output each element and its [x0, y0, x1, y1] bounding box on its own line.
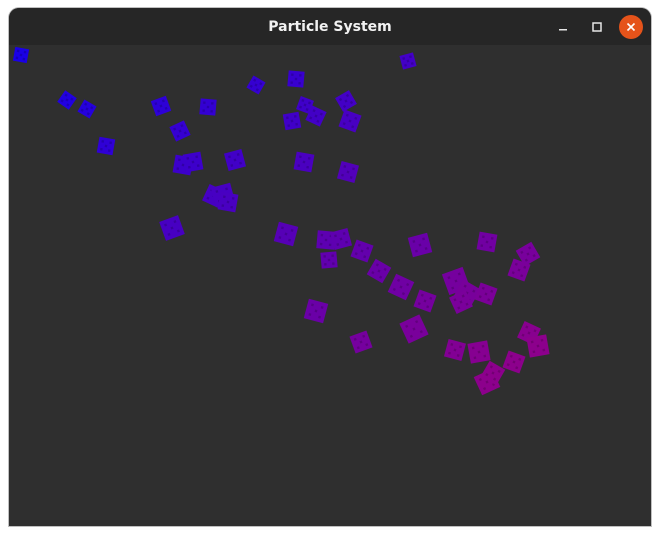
particle: [399, 52, 417, 70]
particle: [150, 95, 172, 117]
particle: [335, 90, 357, 112]
particle-canvas[interactable]: [9, 45, 651, 526]
particle: [336, 160, 360, 184]
particle: [474, 282, 498, 306]
particle: [399, 314, 429, 344]
particle: [320, 251, 338, 269]
particle: [507, 258, 531, 282]
particle: [515, 241, 541, 267]
particle: [57, 90, 77, 110]
particle: [413, 289, 437, 313]
particle: [223, 148, 247, 172]
maximize-button[interactable]: [585, 15, 609, 39]
particle: [338, 109, 362, 133]
particle: [443, 338, 467, 362]
particle: [293, 151, 315, 173]
particle: [350, 239, 374, 263]
window-title: Particle System: [268, 18, 392, 35]
minimize-icon: [559, 28, 567, 30]
close-icon: [626, 22, 636, 31]
particle: [480, 360, 506, 386]
particle: [12, 46, 30, 64]
particle: [296, 96, 314, 114]
close-button[interactable]: [619, 14, 643, 39]
particle: [502, 350, 526, 374]
particle: [182, 151, 204, 173]
particle: [303, 298, 329, 324]
particle: [449, 290, 473, 314]
particle: [77, 99, 97, 119]
particle: [349, 330, 373, 354]
particle: [467, 340, 491, 364]
particle: [273, 221, 299, 247]
window-controls: [551, 8, 643, 45]
particle: [387, 273, 415, 301]
particle: [96, 136, 116, 156]
particle-layer: [12, 46, 550, 396]
particle: [476, 231, 498, 253]
particle: [169, 120, 191, 142]
particle: [366, 258, 392, 284]
particle: [246, 75, 266, 95]
maximize-icon: [592, 21, 602, 32]
particle: [199, 98, 217, 116]
particle: [159, 215, 185, 241]
particle: [287, 70, 305, 88]
particle: [526, 334, 550, 358]
particle: [329, 227, 353, 251]
particle: [407, 232, 433, 258]
minimize-button[interactable]: [551, 15, 575, 39]
particle: [217, 191, 239, 213]
particle: [305, 105, 327, 127]
title-bar[interactable]: Particle System: [9, 8, 651, 45]
app-window: Particle System: [9, 8, 651, 526]
particle: [282, 111, 302, 131]
